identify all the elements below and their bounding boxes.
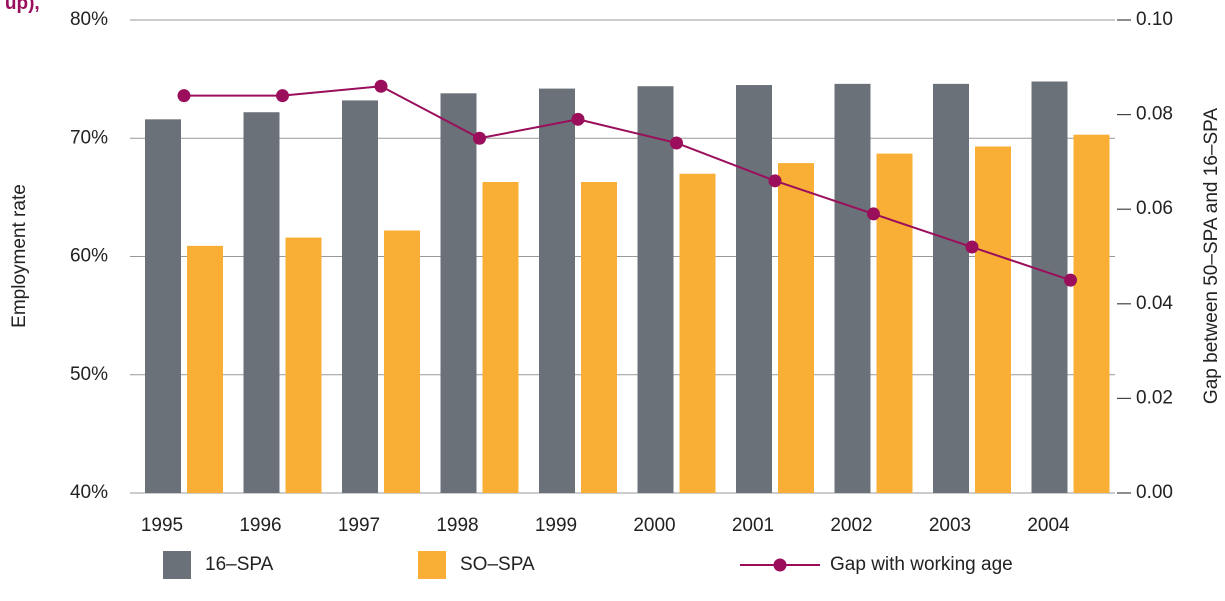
chart-title: g up),	[0, 0, 40, 14]
legend-label: 16–SPA	[205, 554, 274, 575]
x-tick-label: 2002	[830, 515, 872, 536]
bar	[876, 153, 913, 493]
point	[670, 136, 683, 150]
x-tick-label: 2000	[633, 515, 675, 536]
y-tick-label: 50%	[70, 364, 108, 385]
point	[867, 207, 880, 221]
bar	[1031, 81, 1068, 494]
legend-swatch	[163, 551, 191, 579]
bar	[975, 146, 1011, 493]
legend-label: SO–SPA	[460, 554, 535, 575]
y-tick-label: 40%	[70, 482, 108, 503]
y-tick-label: 80%	[70, 9, 108, 30]
bar	[539, 88, 575, 494]
bar	[482, 182, 519, 493]
y2-tick-label: 0.10	[1136, 9, 1173, 30]
y2-tick-label: 0.06	[1136, 198, 1173, 219]
y2-axis-label: Gap between 50–SPA and 16–SPA	[1201, 108, 1222, 404]
y-tick-label: 60%	[70, 246, 108, 267]
legend-swatch	[773, 558, 787, 572]
bar	[637, 86, 674, 493]
point	[177, 89, 191, 103]
point	[571, 112, 585, 126]
y2-tick-label: 0.02	[1136, 387, 1173, 408]
point	[1064, 273, 1077, 287]
bar	[145, 119, 181, 493]
x-tick-label: 1999	[535, 515, 577, 536]
bar	[834, 83, 871, 493]
bar	[187, 245, 223, 493]
y2-tick-label: 0.04	[1136, 293, 1173, 314]
bar	[736, 85, 772, 493]
bar	[243, 112, 280, 494]
bar	[778, 163, 814, 493]
point	[473, 131, 486, 145]
x-tick-label: 1996	[239, 515, 281, 536]
bar	[1073, 134, 1110, 493]
y2-tick-label: 0.00	[1136, 482, 1173, 503]
line	[184, 85, 1071, 282]
x-tick-label: 1995	[141, 515, 183, 536]
point	[374, 79, 388, 93]
bar	[342, 100, 378, 493]
bar	[285, 237, 322, 493]
bar	[384, 230, 420, 494]
bar	[679, 173, 716, 493]
point	[965, 240, 979, 254]
y-tick-label: 70%	[70, 127, 108, 148]
point	[276, 89, 289, 103]
x-tick-label: 1997	[338, 515, 380, 536]
x-tick-label: 2001	[732, 515, 774, 536]
bar	[440, 93, 477, 493]
legend-label: Gap with working age	[830, 554, 1013, 575]
point	[768, 174, 782, 188]
x-tick-label: 1998	[436, 515, 478, 536]
bar	[933, 83, 969, 493]
bar	[581, 182, 617, 493]
x-tick-label: 2004	[1027, 515, 1070, 536]
y-axis-label: Employment rate	[9, 184, 30, 328]
legend-swatch	[418, 551, 446, 579]
y2-tick-label: 0.08	[1136, 104, 1173, 125]
x-tick-label: 2003	[929, 515, 971, 536]
